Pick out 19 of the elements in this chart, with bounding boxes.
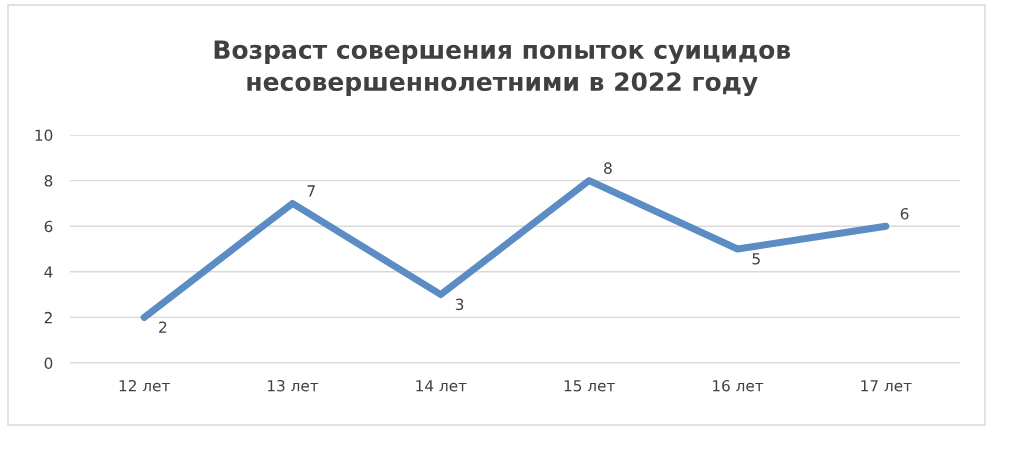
x-tick-label: 12 лет [119, 379, 170, 392]
data-label: 6 [900, 207, 909, 220]
x-tick-label: 13 лет [268, 379, 319, 392]
y-tick-label: 6 [44, 220, 53, 233]
y-tick-label: 2 [44, 311, 52, 324]
data-label: 5 [752, 253, 760, 265]
y-tick-label: 10 [35, 129, 53, 142]
y-tick-label: 8 [44, 175, 53, 187]
y-tick-label: 4 [44, 266, 53, 278]
data-label: 3 [455, 298, 464, 311]
y-tick-label: 0 [44, 357, 53, 370]
x-tick-label: 15 лет [564, 380, 615, 392]
data-label: 8 [604, 162, 612, 174]
data-label: 2 [159, 321, 167, 333]
x-tick-label: 17 лет [861, 380, 912, 392]
x-tick-label: 14 лет [416, 380, 467, 392]
chart-title: Возраст совершения попыток суицидов несовершеннолетними в 2022 году [214, 40, 791, 97]
x-tick-label: 16 лет [713, 379, 764, 392]
data-label: 7 [307, 185, 315, 197]
